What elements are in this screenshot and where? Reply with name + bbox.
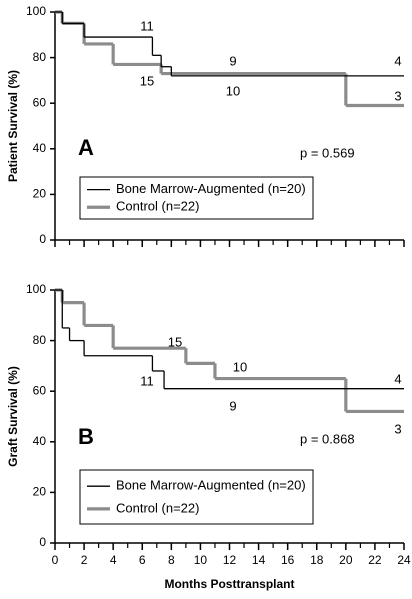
y-tick-label: 20 <box>33 485 47 499</box>
x-tick-label: 8 <box>168 553 175 567</box>
y-axis-label: Patient Survival (%) <box>6 70 20 182</box>
y-tick-label: 80 <box>33 333 47 347</box>
x-tick-label: 6 <box>139 553 146 567</box>
y-tick-label: 100 <box>26 4 46 18</box>
at-risk-label: 4 <box>394 53 401 68</box>
x-tick-label: 12 <box>223 553 237 567</box>
panel-label: A <box>78 135 94 160</box>
legend-label: Control (n=22) <box>116 500 199 515</box>
at-risk-label: 15 <box>168 334 182 349</box>
x-tick-label: 18 <box>310 553 324 567</box>
at-risk-label: 11 <box>140 373 154 388</box>
at-risk-label: 4 <box>394 371 401 386</box>
x-tick-label: 0 <box>52 553 59 567</box>
x-tick-label: 4 <box>110 553 117 567</box>
at-risk-label: 15 <box>140 73 154 88</box>
legend-label: Bone Marrow-Augmented (n=20) <box>116 181 306 196</box>
x-tick-label: 2 <box>81 553 88 567</box>
y-tick-label: 40 <box>33 141 47 155</box>
at-risk-label: 10 <box>233 359 247 374</box>
at-risk-label: 9 <box>229 398 236 413</box>
panel-label: B <box>78 424 94 449</box>
x-tick-label: 16 <box>281 553 295 567</box>
at-risk-label: 9 <box>229 53 236 68</box>
legend-label: Bone Marrow-Augmented (n=20) <box>116 478 306 493</box>
p-value: p = 0.569 <box>300 145 355 160</box>
y-tick-label: 20 <box>33 187 47 201</box>
x-tick-label: 10 <box>194 553 208 567</box>
y-axis-label: Graft Survival (%) <box>6 366 20 467</box>
legend-label: Control (n=22) <box>116 199 199 214</box>
legend-box <box>79 176 314 220</box>
x-tick-label: 20 <box>339 553 353 567</box>
y-tick-label: 80 <box>33 50 47 64</box>
y-tick-label: 60 <box>33 95 47 109</box>
p-value: p = 0.868 <box>300 431 355 446</box>
y-tick-label: 100 <box>26 282 46 296</box>
legend-box <box>79 469 314 525</box>
x-axis-label: Months Posttransplant <box>164 577 294 591</box>
x-tick-label: 24 <box>397 553 411 567</box>
y-tick-label: 40 <box>33 434 47 448</box>
y-tick-label: 0 <box>39 535 46 549</box>
y-tick-label: 0 <box>39 232 46 246</box>
at-risk-label: 3 <box>394 421 401 436</box>
at-risk-label: 3 <box>394 88 401 103</box>
x-tick-label: 22 <box>368 553 382 567</box>
at-risk-label: 11 <box>140 18 154 33</box>
x-tick-label: 14 <box>252 553 266 567</box>
y-tick-label: 60 <box>33 383 47 397</box>
at-risk-label: 10 <box>226 83 240 98</box>
